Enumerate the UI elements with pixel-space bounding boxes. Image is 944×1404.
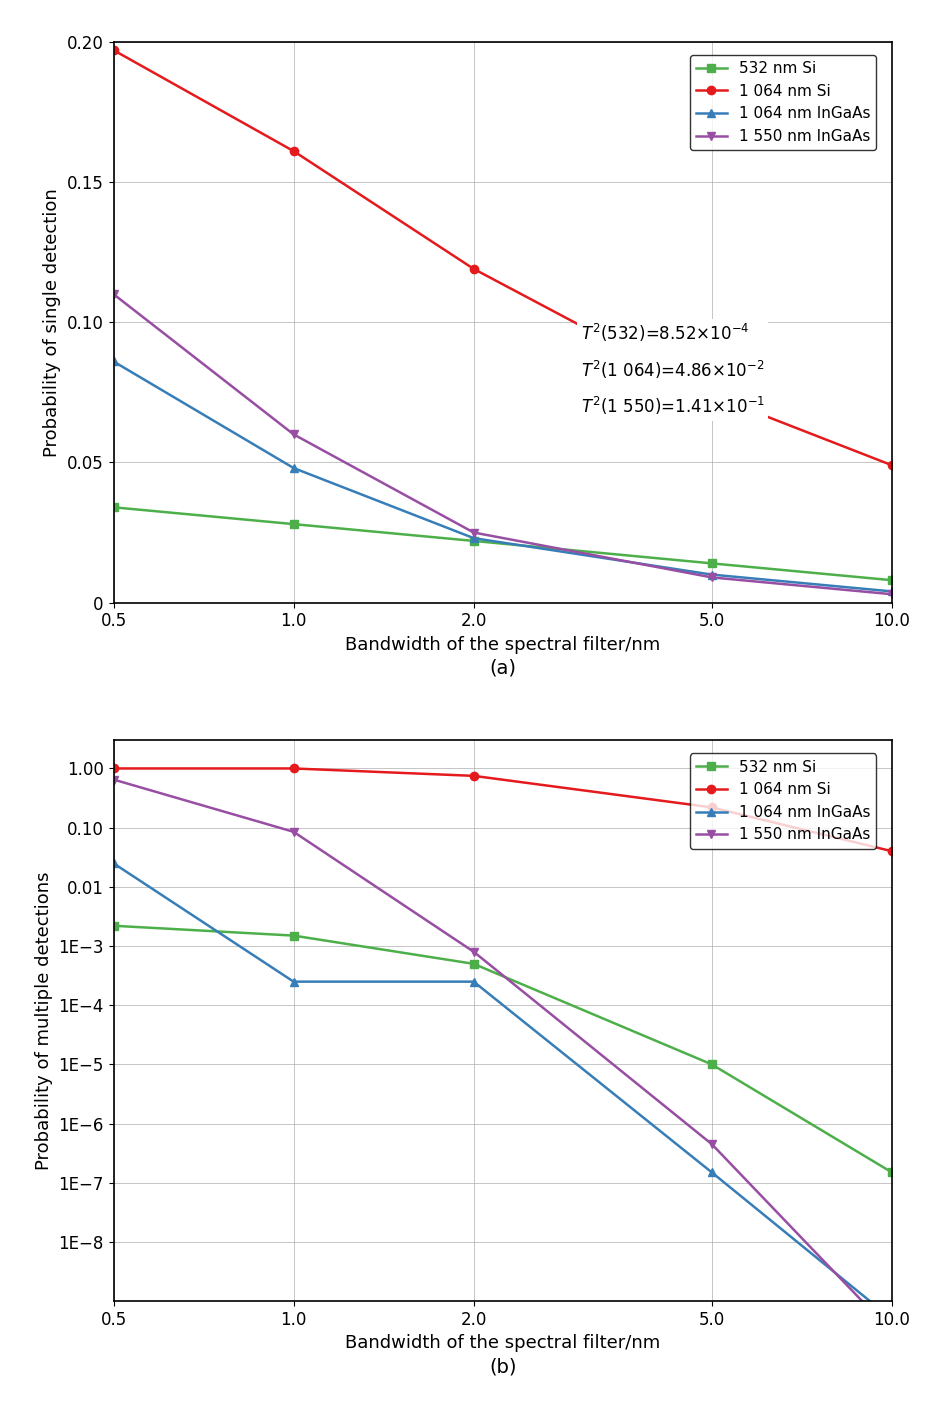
- Text: (b): (b): [488, 1358, 515, 1376]
- 1 550 nm InGaAs: [108, 285, 119, 302]
- 1 550 nm InGaAs: [705, 569, 716, 585]
- 1 064 nm Si: [108, 760, 119, 776]
- 1 064 nm Si: [705, 386, 716, 403]
- 1 064 nm Si: [467, 768, 479, 785]
- 532 nm Si: [705, 555, 716, 571]
- 1 064 nm InGaAs: [108, 352, 119, 369]
- 1 550 nm InGaAs: [108, 771, 119, 788]
- 1 064 nm Si: [705, 799, 716, 816]
- 1 550 nm InGaAs: [288, 823, 299, 840]
- Line: 1 064 nm Si: 1 064 nm Si: [110, 46, 895, 469]
- 1 550 nm InGaAs: [885, 1324, 897, 1341]
- 1 064 nm Si: [288, 143, 299, 160]
- Line: 532 nm Si: 532 nm Si: [110, 503, 895, 584]
- 532 nm Si: [885, 571, 897, 588]
- 1 064 nm InGaAs: [288, 973, 299, 990]
- 1 064 nm InGaAs: [467, 973, 479, 990]
- Line: 1 550 nm InGaAs: 1 550 nm InGaAs: [110, 291, 895, 598]
- Line: 1 064 nm InGaAs: 1 064 nm InGaAs: [110, 859, 895, 1323]
- 1 064 nm InGaAs: [108, 855, 119, 872]
- 1 550 nm InGaAs: [467, 524, 479, 541]
- 1 064 nm Si: [288, 760, 299, 776]
- 1 550 nm InGaAs: [705, 1136, 716, 1153]
- 532 nm Si: [885, 1164, 897, 1181]
- Y-axis label: Probability of multiple detections: Probability of multiple detections: [35, 872, 53, 1170]
- 1 550 nm InGaAs: [885, 585, 897, 602]
- 1 064 nm InGaAs: [885, 1310, 897, 1327]
- 532 nm Si: [108, 498, 119, 515]
- 1 064 nm Si: [885, 456, 897, 473]
- Legend: 532 nm Si, 1 064 nm Si, 1 064 nm InGaAs, 1 550 nm InGaAs: 532 nm Si, 1 064 nm Si, 1 064 nm InGaAs,…: [689, 754, 875, 848]
- 1 064 nm InGaAs: [885, 583, 897, 600]
- Line: 532 nm Si: 532 nm Si: [110, 921, 895, 1177]
- 532 nm Si: [108, 917, 119, 934]
- 1 064 nm Si: [108, 42, 119, 59]
- 1 064 nm InGaAs: [705, 1164, 716, 1181]
- Text: (a): (a): [489, 658, 515, 678]
- 1 550 nm InGaAs: [467, 943, 479, 960]
- Text: $T^2$(532)=8.52×10$^{-4}$
$T^2$(1 064)=4.86×10$^{-2}$
$T^2$(1 550)=1.41×10$^{-1}: $T^2$(532)=8.52×10$^{-4}$ $T^2$(1 064)=4…: [580, 322, 764, 417]
- 532 nm Si: [288, 927, 299, 943]
- Legend: 532 nm Si, 1 064 nm Si, 1 064 nm InGaAs, 1 550 nm InGaAs: 532 nm Si, 1 064 nm Si, 1 064 nm InGaAs,…: [689, 55, 875, 150]
- 532 nm Si: [467, 955, 479, 972]
- X-axis label: Bandwidth of the spectral filter/nm: Bandwidth of the spectral filter/nm: [345, 636, 660, 654]
- X-axis label: Bandwidth of the spectral filter/nm: Bandwidth of the spectral filter/nm: [345, 1334, 660, 1352]
- 532 nm Si: [705, 1056, 716, 1073]
- 1 064 nm InGaAs: [467, 529, 479, 546]
- Y-axis label: Probability of single detection: Probability of single detection: [43, 188, 61, 456]
- 1 064 nm InGaAs: [705, 566, 716, 583]
- 532 nm Si: [467, 532, 479, 549]
- 532 nm Si: [288, 515, 299, 532]
- Line: 1 064 nm InGaAs: 1 064 nm InGaAs: [110, 357, 895, 595]
- 1 064 nm InGaAs: [288, 459, 299, 476]
- 1 550 nm InGaAs: [288, 425, 299, 442]
- Line: 1 550 nm InGaAs: 1 550 nm InGaAs: [110, 775, 895, 1337]
- 1 064 nm Si: [467, 261, 479, 278]
- Line: 1 064 nm Si: 1 064 nm Si: [110, 764, 895, 855]
- 1 064 nm Si: [885, 842, 897, 859]
